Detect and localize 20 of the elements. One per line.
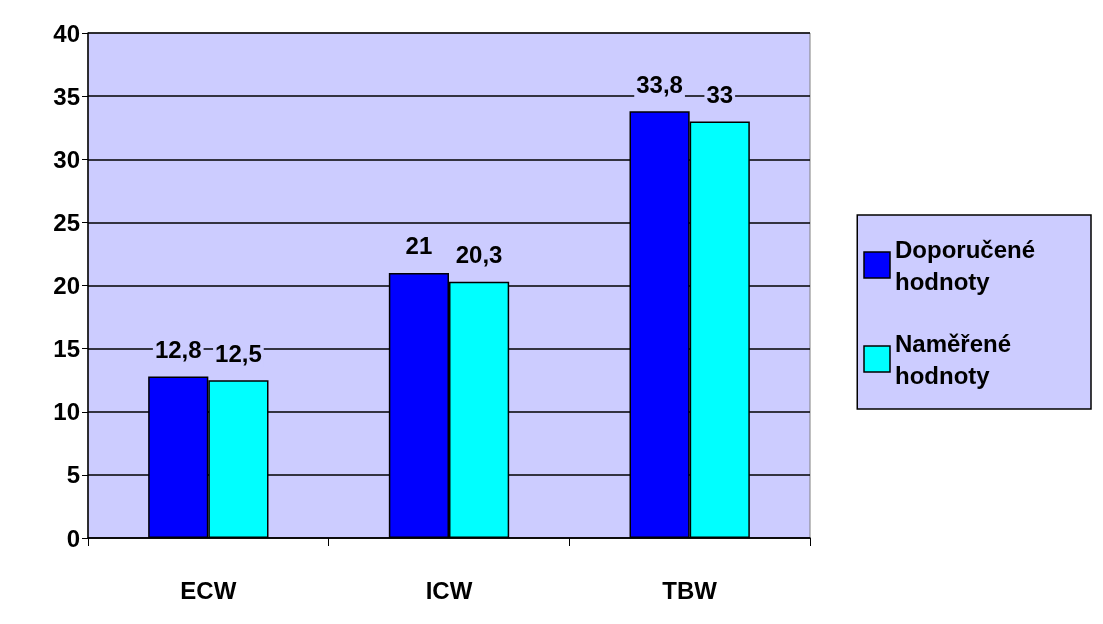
y-tick-label: 20 — [53, 272, 80, 299]
data-label: 20,3 — [455, 241, 503, 269]
y-tick-label: 40 — [53, 19, 80, 47]
data-label: 12,8 — [154, 335, 202, 363]
y-tick-label: 5 — [66, 461, 80, 489]
y-tick-label: 35 — [53, 82, 80, 110]
legend-label: Doporučené hodnoty — [895, 235, 1042, 295]
x-tick-label: TBW — [662, 576, 718, 604]
data-label: 21 — [405, 232, 433, 260]
y-tick-label: 25 — [53, 208, 80, 236]
y-tick-label: 30 — [53, 145, 80, 173]
x-tick-label: ECW — [180, 576, 237, 604]
legend-label: Naměřené hodnoty — [895, 329, 1018, 389]
data-label: 33 — [706, 80, 734, 108]
x-tick-label: ICW — [425, 576, 473, 604]
y-tick-label: 15 — [53, 335, 80, 363]
data-label: 12,5 — [215, 339, 262, 367]
y-tick-label: 10 — [53, 398, 80, 426]
data-label: 33,8 — [636, 70, 683, 98]
y-tick-label: 0 — [66, 524, 80, 552]
